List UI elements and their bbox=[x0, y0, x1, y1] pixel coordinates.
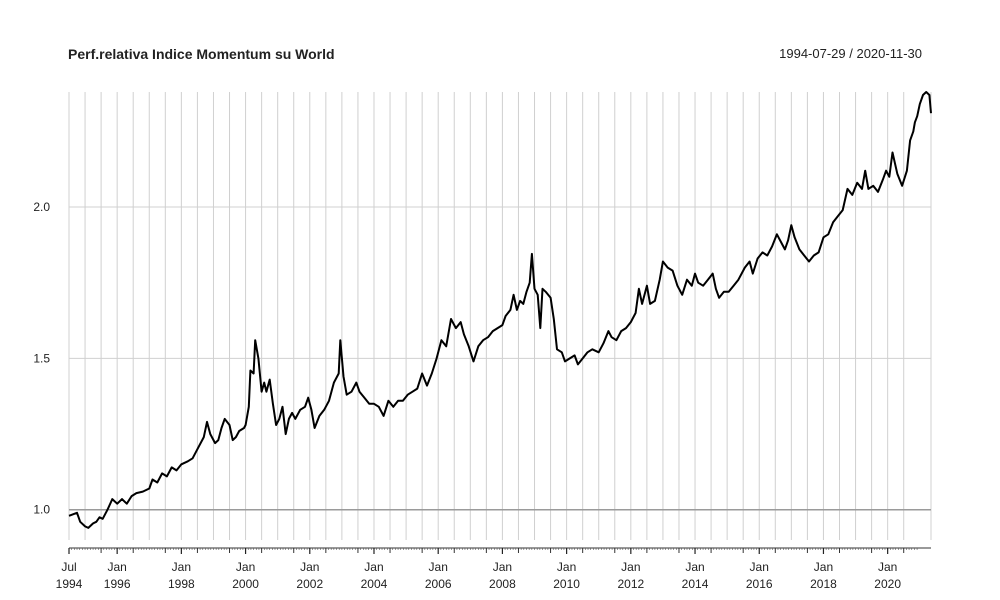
y-tick-label: 1.0 bbox=[33, 503, 50, 517]
x-tick-label-month: Jan bbox=[621, 560, 640, 574]
series-line bbox=[68, 91, 932, 529]
x-tick-label-year: 2016 bbox=[746, 577, 773, 591]
x-tick-label-month: Jan bbox=[878, 560, 897, 574]
y-axis-tick-labels: 1.0 1.5 2.0 bbox=[33, 200, 50, 517]
x-tick-label-month: Jan bbox=[172, 560, 191, 574]
x-tick-label-year: 1996 bbox=[104, 577, 131, 591]
x-tick-label-month: Jul bbox=[61, 560, 76, 574]
x-tick-label-year: 2000 bbox=[232, 577, 259, 591]
x-axis: Jul 1994 Jan 1996 Jan 1998 Jan 2000 Jan 2002 Jan 20… bbox=[56, 547, 931, 591]
x-tick-label-year: 2020 bbox=[874, 577, 901, 591]
y-tick-label: 2.0 bbox=[33, 200, 50, 214]
x-tick-label-month: Jan bbox=[107, 560, 126, 574]
x-tick-label-year: 2018 bbox=[810, 577, 837, 591]
x-tick-label-month: Jan bbox=[493, 560, 512, 574]
x-tick-label-year: 2010 bbox=[553, 577, 580, 591]
x-tick-label-year: 1998 bbox=[168, 577, 195, 591]
y-tick-label: 1.5 bbox=[33, 351, 50, 365]
x-tick-label-year: 2014 bbox=[682, 577, 709, 591]
x-tick-label-year: 2002 bbox=[296, 577, 323, 591]
x-tick-label-year: 2008 bbox=[489, 577, 516, 591]
x-tick-label-month: Jan bbox=[814, 560, 833, 574]
x-tick-label-year: 1994 bbox=[56, 577, 83, 591]
x-tick-label-month: Jan bbox=[429, 560, 448, 574]
x-tick-label-month: Jan bbox=[750, 560, 769, 574]
x-tick-label-year: 2012 bbox=[617, 577, 644, 591]
x-tick-label-year: 2004 bbox=[361, 577, 388, 591]
x-tick-label-month: Jan bbox=[364, 560, 383, 574]
date-range-label: 1994-07-29 / 2020-11-30 bbox=[779, 46, 922, 61]
x-tick-label-year: 2006 bbox=[425, 577, 452, 591]
vertical-gridlines bbox=[68, 92, 932, 540]
x-tick-label-month: Jan bbox=[236, 560, 255, 574]
x-tick-label-month: Jan bbox=[300, 560, 319, 574]
chart-title: Perf.relativa Indice Momentum su World bbox=[68, 46, 335, 62]
x-tick-label-month: Jan bbox=[557, 560, 576, 574]
x-tick-label-month: Jan bbox=[685, 560, 704, 574]
